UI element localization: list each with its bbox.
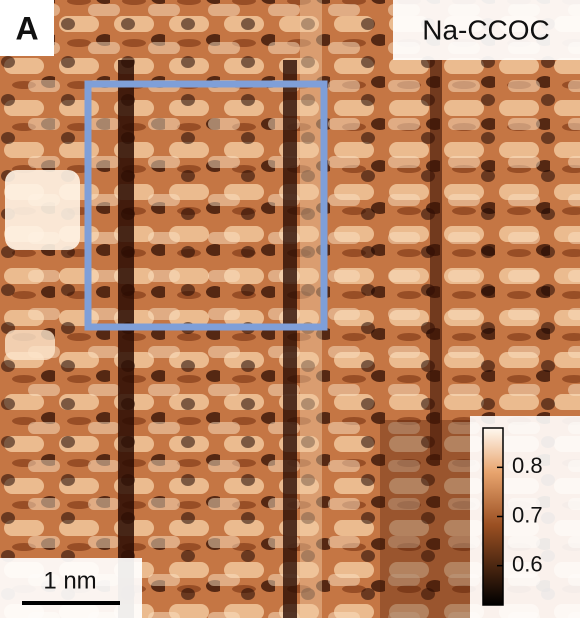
label-box bbox=[0, 0, 54, 56]
highlight-box bbox=[84, 80, 328, 331]
label-box bbox=[393, 0, 580, 60]
label-box bbox=[0, 558, 142, 618]
colorbar-tick-label: 0.7 bbox=[512, 502, 543, 527]
sample-label: Na-CCOC bbox=[422, 14, 550, 45]
colorbar-tick-label: 0.6 bbox=[512, 551, 543, 576]
scale-bar-label: 1 nm bbox=[43, 567, 96, 594]
panel-label: A bbox=[15, 10, 38, 46]
colorbar-tick-label: 0.8 bbox=[512, 453, 543, 478]
